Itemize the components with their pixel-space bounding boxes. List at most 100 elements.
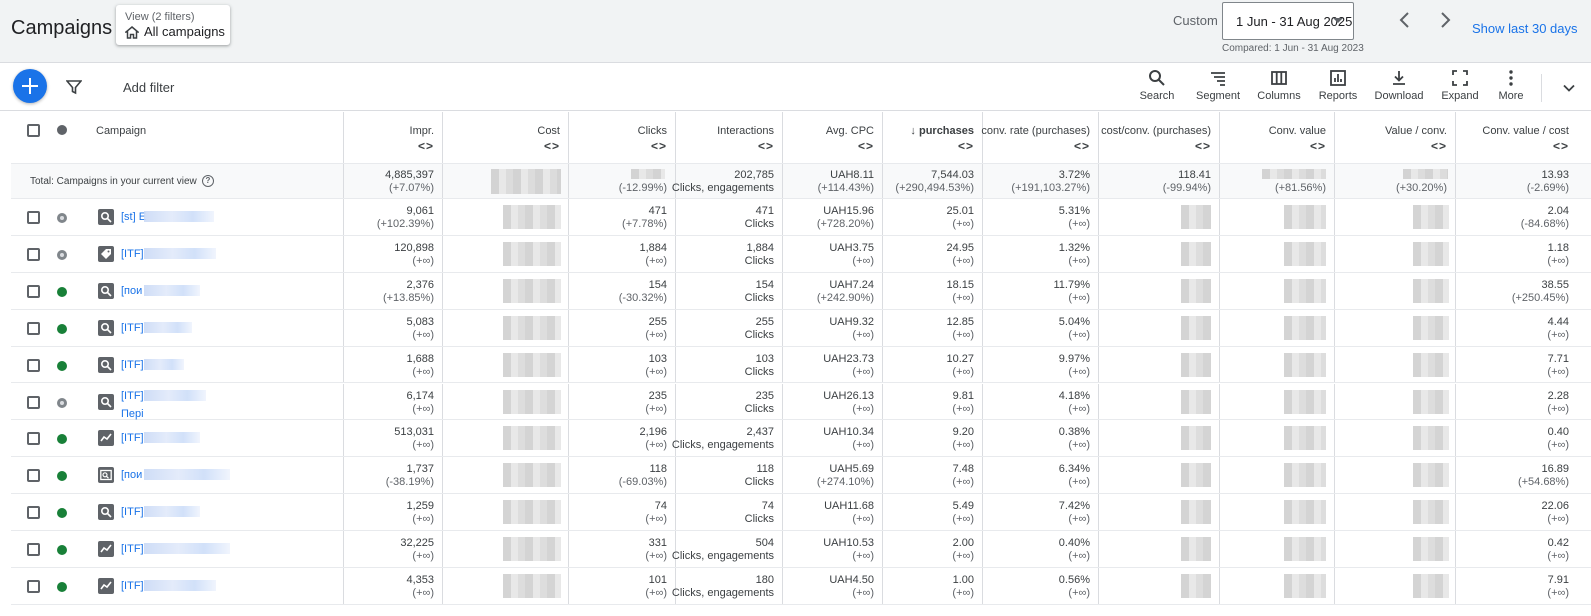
row-checkbox[interactable] (27, 358, 40, 372)
status-enabled-icon[interactable] (57, 360, 67, 371)
view-selector[interactable]: View (2 filters) All campaigns (116, 5, 230, 45)
more-button[interactable]: More (1494, 69, 1528, 107)
status-enabled-icon[interactable] (57, 323, 67, 334)
campaign-name-link[interactable]: [ITF] (121, 432, 144, 444)
col-cost-sort[interactable]: <> (543, 139, 560, 153)
campaign-row[interactable]: [ITF] 120,898 (+∞) 1,884 (+∞) 1,884 Clic… (11, 235, 1591, 273)
col-cost-conv-sort[interactable]: <> (1194, 139, 1211, 153)
reports-button[interactable]: Reports (1313, 69, 1363, 107)
select-all-checkbox[interactable] (27, 124, 40, 137)
col-conv-rate[interactable]: conv. rate (purchases) <> (981, 112, 1098, 163)
col-clicks-sort[interactable]: <> (650, 139, 667, 153)
row-checkbox[interactable] (27, 284, 40, 298)
campaign-name-link[interactable]: [ITF] (121, 322, 144, 334)
avg-cpc-value: UAH15.96 (823, 205, 874, 217)
campaign-name-link[interactable]: [ITF] (121, 248, 144, 260)
interactions-cell: 154 Clicks (675, 272, 782, 309)
search-button[interactable]: Search (1137, 69, 1177, 107)
col-interactions[interactable]: Interactions <> (675, 112, 782, 163)
col-cost[interactable]: Cost <> (442, 112, 568, 163)
row-checkbox[interactable] (27, 211, 40, 224)
clicks-value: 1,884 (639, 241, 667, 254)
row-checkbox[interactable] (27, 432, 40, 446)
add-campaign-button[interactable] (13, 69, 47, 103)
status-paused-icon[interactable] (57, 213, 67, 223)
status-enabled-icon[interactable] (57, 471, 67, 482)
campaign-name-link[interactable]: [ITF] (121, 580, 144, 592)
col-purchases[interactable]: ↓ purchases <> (882, 112, 982, 163)
columns-button[interactable]: Columns (1254, 69, 1304, 107)
col-conv-value-sort[interactable]: <> (1309, 139, 1326, 153)
row-checkbox[interactable] (27, 247, 40, 261)
download-button[interactable]: Download (1373, 69, 1425, 107)
next-period-icon[interactable] (1433, 8, 1457, 32)
filter-icon[interactable] (66, 79, 82, 95)
row-checkbox[interactable] (27, 506, 40, 520)
campaign-row[interactable]: [ITF] 513,031 (+∞) 2,196 (+∞) 2,437 Clic… (11, 420, 1591, 458)
col-campaign[interactable]: Campaign (96, 112, 343, 163)
campaign-name-link[interactable]: [пои (121, 469, 142, 481)
row-checkbox[interactable] (27, 580, 40, 593)
col-conv-value[interactable]: Conv. value <> (1219, 112, 1334, 163)
campaign-name-link[interactable]: [ITF] (121, 506, 144, 518)
status-enabled-icon[interactable] (57, 286, 67, 297)
campaign-row[interactable]: [ITF] 5,083 (+∞) 255 (+∞) 255 Clicks UAH… (11, 309, 1591, 347)
row-checkbox[interactable] (27, 543, 40, 557)
campaign-name-link[interactable]: [ITF] (121, 543, 144, 555)
col-interactions-sort[interactable]: <> (757, 139, 774, 153)
status-enabled-icon[interactable] (57, 582, 67, 592)
campaign-name-link[interactable]: [ITF] (121, 359, 144, 371)
interactions-cell: 103 Clicks (675, 346, 782, 383)
col-value-conv-sort[interactable]: <> (1430, 139, 1447, 153)
impr-value: 5,083 (406, 315, 434, 328)
total-impr-value: 4,885,397 (385, 169, 434, 181)
col-conv-value-cost-sort[interactable]: <> (1552, 139, 1569, 153)
previous-period-icon[interactable] (1393, 8, 1417, 32)
segment-button[interactable]: Segment (1193, 69, 1243, 107)
col-avg-cpc[interactable]: Avg. CPC <> (782, 112, 882, 163)
campaign-row[interactable]: [ITF] 1,259 (+∞) 74 (+∞) 74 Clicks UAH11… (11, 494, 1591, 532)
campaign-row[interactable]: [ITF] 4,353 (+∞) 101 (+∞) 180 Clicks, en… (11, 568, 1591, 605)
col-purchases-sort[interactable]: <> (957, 139, 974, 153)
col-avg-cpc-sort[interactable]: <> (857, 139, 874, 153)
avg-cpc-cell: UAH11.68 (+∞) (782, 494, 882, 531)
chevron-down-icon[interactable] (1561, 80, 1577, 96)
col-cost-conv[interactable]: cost/conv. (purchases) <> (1098, 112, 1219, 163)
expand-button[interactable]: Expand (1437, 69, 1483, 107)
col-campaign-title: Campaign (96, 125, 147, 137)
show-last-30-days-link[interactable]: Show last 30 days (1472, 21, 1578, 36)
col-clicks[interactable]: Clicks <> (568, 112, 675, 163)
purchases-value: 12.85 (946, 315, 974, 328)
status-enabled-icon[interactable] (57, 508, 67, 519)
row-checkbox[interactable] (27, 469, 40, 483)
cvc-value: 2.04 (1547, 205, 1569, 217)
col-impr[interactable]: Impr. <> (343, 112, 442, 163)
row-checkbox[interactable] (27, 321, 40, 335)
campaign-row[interactable]: [ITF] Пері 6,174 (+∞) 235 (+∞) 235 Click… (11, 383, 1591, 421)
cvc-change: (+∞) (1547, 439, 1569, 452)
total-value-conv: (+30.20%) (1334, 164, 1455, 198)
avg-cpc-value: UAH23.73 (823, 352, 874, 365)
status-enabled-icon[interactable] (57, 545, 67, 556)
campaign-name-link[interactable]: [st] E (121, 211, 146, 223)
date-range-picker[interactable]: 1 Jun - 31 Aug 2025 (1222, 2, 1354, 40)
campaign-row[interactable]: [пои 2,376 (+13.85%) 154 (-30.32%) 154 C… (11, 272, 1591, 310)
help-icon[interactable]: ? (202, 175, 214, 187)
cvc-change: (+∞) (1547, 328, 1569, 341)
status-enabled-icon[interactable] (57, 434, 67, 445)
add-filter-button[interactable]: Add filter (123, 80, 175, 95)
campaign-row[interactable]: [пои 1,737 (-38.19%) 118 (-69.03%) 118 C… (11, 457, 1591, 495)
col-impr-sort[interactable]: <> (417, 139, 434, 153)
col-conv-value-cost[interactable]: Conv. value / cost <> (1455, 112, 1577, 163)
campaign-row[interactable]: [st] E 9,061 (+102.39%) 471 (+7.78%) 471… (11, 199, 1591, 236)
campaign-name-link[interactable]: [ITF] (121, 390, 144, 402)
col-value-conv[interactable]: Value / conv. <> (1334, 112, 1455, 163)
row-checkbox[interactable] (27, 395, 40, 409)
campaign-row[interactable]: [ITF] 32,225 (+∞) 331 (+∞) 504 Clicks, e… (11, 531, 1591, 568)
status-paused-icon[interactable] (57, 397, 67, 408)
campaign-row[interactable]: [ITF] 1,688 (+∞) 103 (+∞) 103 Clicks UAH… (11, 346, 1591, 384)
cvc-value: 22.06 (1541, 500, 1569, 513)
campaign-name-link[interactable]: [пои (121, 285, 142, 297)
col-conv-rate-sort[interactable]: <> (1073, 139, 1090, 153)
status-paused-icon[interactable] (57, 249, 67, 260)
